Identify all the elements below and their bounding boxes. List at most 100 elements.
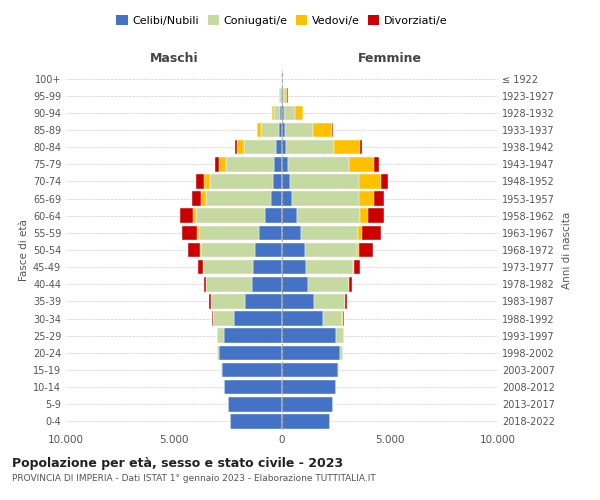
Bar — [196, 208, 265, 223]
Bar — [349, 157, 374, 172]
Bar — [282, 294, 314, 308]
Bar — [345, 294, 347, 308]
Bar — [282, 157, 288, 172]
Bar — [282, 208, 297, 223]
Bar — [282, 122, 284, 138]
Bar — [374, 157, 379, 172]
Bar — [355, 260, 361, 274]
Y-axis label: Fasce di età: Fasce di età — [19, 219, 29, 281]
Bar — [288, 157, 349, 172]
Bar — [282, 192, 292, 206]
Bar — [282, 242, 305, 258]
Bar — [308, 277, 349, 291]
Bar — [282, 414, 329, 428]
Bar — [212, 312, 213, 326]
Bar — [217, 346, 220, 360]
Legend: Celibi/Nubili, Coniugati/e, Vedovi/e, Divorziati/e: Celibi/Nubili, Coniugati/e, Vedovi/e, Di… — [112, 10, 452, 30]
Bar — [282, 312, 323, 326]
Bar — [313, 122, 332, 138]
Bar — [305, 242, 356, 258]
Bar — [193, 208, 196, 223]
Text: PROVINCIA DI IMPERIA - Dati ISTAT 1° gennaio 2023 - Elaborazione TUTTITALIA.IT: PROVINCIA DI IMPERIA - Dati ISTAT 1° gen… — [12, 474, 376, 483]
Bar — [282, 397, 333, 411]
Bar — [343, 312, 344, 326]
Bar — [314, 294, 344, 308]
Bar — [368, 208, 383, 223]
Bar — [273, 174, 282, 188]
Bar — [334, 140, 360, 154]
Bar — [362, 226, 382, 240]
Bar — [257, 122, 262, 138]
Bar — [188, 242, 200, 258]
Bar — [219, 157, 226, 172]
Bar — [356, 242, 359, 258]
Bar — [201, 242, 255, 258]
Bar — [274, 157, 282, 172]
Bar — [295, 106, 303, 120]
Bar — [285, 88, 287, 103]
Bar — [282, 106, 284, 120]
Bar — [374, 192, 384, 206]
Bar — [235, 312, 282, 326]
Bar — [359, 242, 373, 258]
Bar — [210, 174, 273, 188]
Bar — [237, 140, 244, 154]
Bar — [274, 106, 280, 120]
Bar — [204, 277, 206, 291]
Bar — [245, 294, 282, 308]
Bar — [220, 346, 282, 360]
Bar — [221, 362, 282, 378]
Bar — [323, 312, 343, 326]
Bar — [282, 88, 283, 103]
Bar — [199, 226, 259, 240]
Bar — [265, 208, 282, 223]
Bar — [217, 328, 224, 343]
Bar — [197, 226, 199, 240]
Bar — [282, 380, 336, 394]
Bar — [349, 277, 352, 291]
Bar — [353, 260, 355, 274]
Bar — [359, 192, 374, 206]
Bar — [200, 192, 206, 206]
Text: Popolazione per età, sesso e stato civile - 2023: Popolazione per età, sesso e stato civil… — [12, 458, 343, 470]
Bar — [209, 294, 211, 308]
Bar — [200, 242, 201, 258]
Bar — [360, 208, 368, 223]
Bar — [180, 208, 193, 223]
Bar — [282, 277, 308, 291]
Bar — [282, 174, 290, 188]
Text: Femmine: Femmine — [358, 52, 422, 65]
Bar — [282, 328, 336, 343]
Bar — [281, 88, 282, 103]
Bar — [336, 328, 344, 343]
Bar — [306, 260, 353, 274]
Bar — [276, 140, 282, 154]
Bar — [286, 140, 334, 154]
Bar — [192, 192, 200, 206]
Bar — [280, 106, 282, 120]
Bar — [271, 192, 282, 206]
Bar — [381, 174, 388, 188]
Bar — [340, 346, 343, 360]
Bar — [182, 226, 197, 240]
Bar — [224, 380, 282, 394]
Bar — [282, 346, 340, 360]
Bar — [292, 192, 359, 206]
Bar — [252, 277, 282, 291]
Bar — [206, 277, 252, 291]
Bar — [196, 174, 203, 188]
Bar — [198, 260, 203, 274]
Bar — [301, 226, 358, 240]
Bar — [290, 174, 359, 188]
Bar — [283, 88, 285, 103]
Bar — [253, 260, 282, 274]
Bar — [259, 226, 282, 240]
Bar — [235, 140, 237, 154]
Bar — [284, 122, 313, 138]
Text: Maschi: Maschi — [149, 52, 199, 65]
Bar — [282, 260, 306, 274]
Bar — [359, 174, 381, 188]
Bar — [228, 397, 282, 411]
Bar — [262, 122, 279, 138]
Bar — [255, 242, 282, 258]
